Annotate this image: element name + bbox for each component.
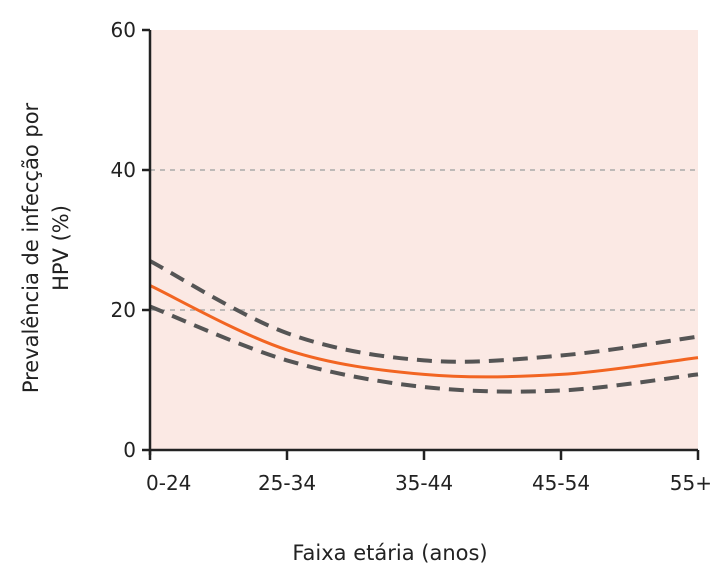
- y-ticks: 0 20 40 60: [111, 18, 150, 462]
- series-upper-bound-line: [149, 259, 699, 364]
- x-tick-label-45-54: 45-54: [532, 471, 590, 495]
- y-axis-title-line-2: HPV (%): [49, 205, 73, 291]
- x-ticks: 0-24 25-34 35-44 45-54 55+: [146, 450, 712, 495]
- y-axis-title: Prevalência de infecção por HPV (%): [19, 102, 73, 393]
- y-axis-title-line-1: Prevalência de infecção por: [19, 102, 43, 393]
- x-tick-label-55+: 55+: [670, 471, 712, 495]
- series-group: [149, 259, 699, 394]
- y-tick-label-40: 40: [111, 158, 136, 182]
- y-tick-label-0: 0: [123, 438, 136, 462]
- y-tick-label-60: 60: [111, 18, 136, 42]
- gridlines: [150, 169, 698, 311]
- y-tick-label-20: 20: [111, 298, 136, 322]
- x-tick-label-25-34: 25-34: [258, 471, 316, 495]
- x-tick-label-0-24: 0-24: [146, 471, 191, 495]
- series-estimate-line: [149, 284, 699, 379]
- x-tick-label-35-44: 35-44: [395, 471, 453, 495]
- x-axis-title: Faixa etária (anos): [292, 541, 487, 565]
- series-lower-bound-line: [149, 304, 699, 394]
- plot-background: [150, 30, 698, 450]
